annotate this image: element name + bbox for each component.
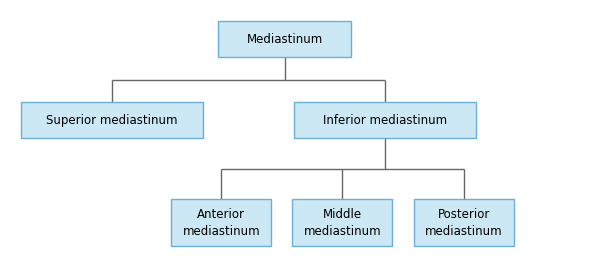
- Text: Inferior mediastinum: Inferior mediastinum: [323, 114, 447, 127]
- FancyBboxPatch shape: [21, 102, 203, 138]
- Text: Posterior
mediastinum: Posterior mediastinum: [425, 208, 502, 238]
- Text: Superior mediastinum: Superior mediastinum: [47, 114, 178, 127]
- FancyBboxPatch shape: [294, 102, 476, 138]
- Text: Mediastinum: Mediastinum: [247, 33, 323, 46]
- FancyBboxPatch shape: [171, 199, 271, 246]
- FancyBboxPatch shape: [218, 21, 351, 58]
- FancyBboxPatch shape: [292, 199, 393, 246]
- FancyBboxPatch shape: [413, 199, 514, 246]
- Text: Middle
mediastinum: Middle mediastinum: [304, 208, 381, 238]
- Text: Anterior
mediastinum: Anterior mediastinum: [182, 208, 260, 238]
